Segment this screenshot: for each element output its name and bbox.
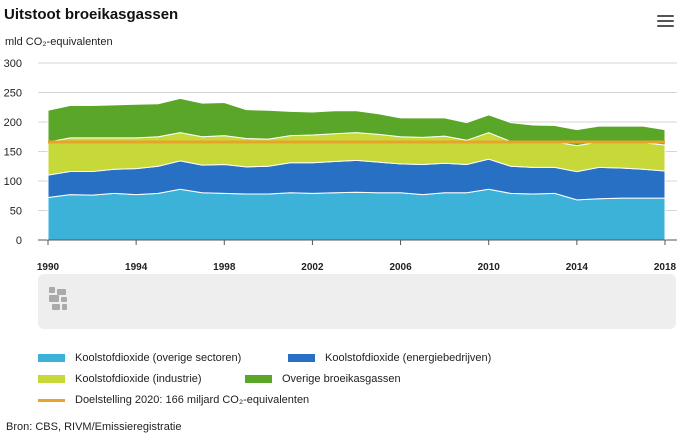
y-tick-label: 250	[4, 88, 22, 100]
legend-label: Koolstofdioxide (overige sectoren)	[75, 352, 242, 364]
x-tick-label: 1994	[125, 262, 148, 273]
source-note: Bron: CBS, RIVM/Emissieregistratie	[6, 421, 182, 433]
y-tick-label: 150	[4, 147, 22, 159]
legend-item-industrie[interactable]: Koolstofdioxide (industrie)	[38, 373, 202, 385]
legend-swatch	[38, 354, 65, 362]
y-tick-label: 300	[4, 58, 22, 70]
hamburger-menu-icon[interactable]	[657, 15, 674, 29]
chart-title: Uitstoot broeikasgassen	[4, 6, 179, 23]
legend-swatch	[38, 375, 65, 383]
x-tick-label: 2014	[566, 262, 589, 273]
x-tick-label: 2006	[389, 262, 412, 273]
legend-swatch	[288, 354, 315, 362]
y-axis-unit-label: mld CO₂-equivalenten	[5, 36, 113, 48]
cbs-logo-icon	[49, 287, 67, 310]
logo-panel	[38, 274, 676, 329]
x-tick-label: 2018	[654, 262, 677, 273]
x-tick-label: 2010	[478, 262, 501, 273]
x-tick-label: 2002	[301, 262, 324, 273]
x-tick-label: 1998	[213, 262, 236, 273]
area-series-3[interactable]	[47, 97, 666, 147]
legend-swatch	[245, 375, 272, 383]
y-tick-label: 100	[4, 176, 22, 188]
legend-item-doelstelling[interactable]: Doelstelling 2020: 166 miljard CO₂-equiv…	[38, 394, 309, 406]
legend-swatch	[38, 398, 65, 402]
y-tick-label: 0	[16, 235, 22, 247]
legend-label: Koolstofdioxide (industrie)	[75, 373, 202, 385]
legend-item-energiebedrijven[interactable]: Koolstofdioxide (energiebedrijven)	[288, 352, 491, 364]
y-tick-label: 50	[10, 206, 22, 218]
y-tick-label: 200	[4, 117, 22, 129]
legend-item-overige-sectoren[interactable]: Koolstofdioxide (overige sectoren)	[38, 352, 241, 364]
x-tick-label: 1990	[37, 262, 60, 273]
legend-item-overige-broeikasgassen[interactable]: Overige broeikasgassen	[245, 373, 401, 385]
area-chart: 0 50 100 150 200 250 300 1990 1994 1998 2002 2006 2…	[4, 58, 677, 329]
legend-label: Overige broeikasgassen	[282, 373, 401, 385]
legend-label: Koolstofdioxide (energiebedrijven)	[325, 352, 492, 364]
legend-label: Doelstelling 2020: 166 miljard CO₂-equiv…	[75, 394, 310, 406]
